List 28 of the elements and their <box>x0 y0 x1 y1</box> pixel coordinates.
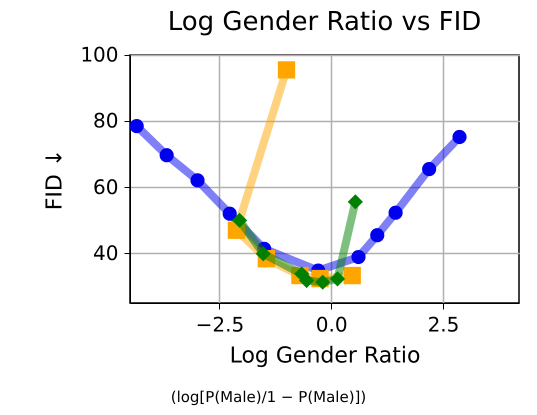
point <box>388 206 403 220</box>
point <box>130 119 144 134</box>
point <box>278 61 296 79</box>
point <box>422 162 436 176</box>
point <box>370 228 384 242</box>
y-axis-title: FID ↓ <box>42 148 68 210</box>
point <box>222 206 237 221</box>
point <box>315 274 330 290</box>
point <box>299 272 314 288</box>
y-tick-label: 100 <box>80 42 118 66</box>
point <box>344 266 361 284</box>
x-tick-label: 0.0 <box>316 312 348 336</box>
point <box>160 148 174 162</box>
x-tick-label: −2.5 <box>196 312 244 336</box>
x-axis-title: Log Gender Ratio <box>230 344 420 368</box>
text: (log[P(Male)/1 − P(Male)]) <box>170 388 368 406</box>
point <box>232 212 248 228</box>
point <box>452 130 467 144</box>
y-tick-label: 40 <box>93 240 118 265</box>
point <box>256 246 271 262</box>
point <box>330 271 346 286</box>
point <box>190 173 205 188</box>
y-tick-label: 60 <box>93 174 118 199</box>
y-tick-label: 80 <box>93 108 118 133</box>
x-tick-label: 2.5 <box>428 312 460 336</box>
point <box>351 250 366 264</box>
point <box>348 194 363 210</box>
chart-title: Log Gender Ratio vs FID <box>168 7 482 37</box>
